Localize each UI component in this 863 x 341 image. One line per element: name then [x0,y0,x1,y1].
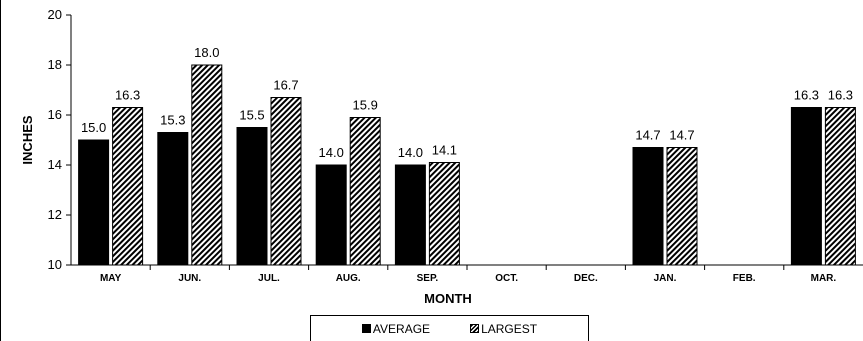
legend-item-average: AVERAGE [361,321,431,336]
bar-average [78,139,110,266]
data-label-average: 15.3 [160,113,185,128]
bar-largest [824,107,856,266]
frame-left-border [0,0,1,341]
x-tick-label: OCT. [495,273,518,284]
data-label-largest: 18.0 [194,45,219,60]
x-tick-label: JUN. [178,273,201,284]
axes: 10 12 14 16 18 20 MAY JUN. JUL. AUG. SEP. OCT. DEC. J… [48,7,863,284]
data-label-largest: 16.7 [273,78,298,93]
data-label-largest: 14.7 [669,128,694,143]
legend: AVERAGE LARGEST [310,315,589,341]
x-tick-label: MAY [100,273,122,284]
data-label-average: 14.0 [398,145,423,160]
data-label-average: 14.7 [635,128,660,143]
bar-average [315,164,347,266]
bar-average [394,164,426,266]
x-tick-label: MAR. [811,273,837,284]
data-label-largest: 14.1 [432,143,457,158]
bar-largest [666,147,698,266]
legend-item-largest: LARGEST [470,322,537,336]
x-axis-title: MONTH [424,291,472,306]
y-tick-label: 20 [48,7,62,22]
y-tick-label: 14 [48,157,62,172]
y-tick-label: 18 [48,57,62,72]
x-tick-label: AUG. [336,273,361,284]
legend-label-average: AVERAGE [372,321,431,336]
x-tick-label: SEP. [417,273,439,284]
data-label-largest: 16.3 [115,88,140,103]
x-tick-label: DEC. [574,273,598,284]
data-label-largest: 16.3 [828,88,853,103]
x-tick-label: JUL. [258,273,280,284]
data-label-average: 15.0 [81,120,106,135]
x-tick-label: JAN. [654,273,677,284]
bar-largest [270,97,302,266]
legend-label-largest: LARGEST [481,321,538,336]
bars [78,64,856,266]
y-tick-label: 10 [48,257,62,272]
legend-swatch-largest [470,324,480,333]
data-label-average: 14.0 [319,145,344,160]
bar-average [157,132,189,266]
bar-largest [428,162,460,266]
bar-average [790,107,822,266]
data-label-average: 15.5 [239,108,264,123]
bar-largest [191,64,223,266]
y-tick-label: 12 [48,207,62,222]
bar-largest [349,117,381,266]
bar-average [632,147,664,266]
data-labels: 15.0 16.3 15.3 18.0 15.5 16.7 14.0 15.9 14.0 14.1… [81,45,853,160]
bar-average [236,127,268,266]
x-tick-label: FEB. [733,273,756,284]
bar-largest [112,107,144,266]
y-axis-title: INCHES [20,115,35,164]
data-label-average: 16.3 [794,88,819,103]
legend-swatch-average [361,324,371,333]
y-tick-label: 16 [48,107,62,122]
data-label-largest: 15.9 [353,98,378,113]
bar-chart: 10 12 14 16 18 20 MAY JUN. JUL. AUG. SEP. OCT. DEC. J… [20,7,863,306]
